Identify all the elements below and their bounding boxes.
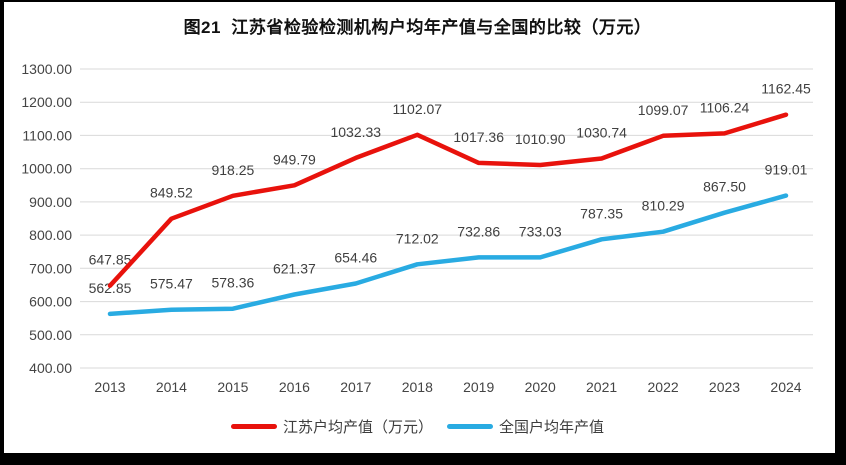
legend-label-jiangsu: 江苏户均产值（万元） — [282, 419, 433, 436]
legend-item-national: 全国户均年产值 — [447, 416, 604, 437]
data-point-label: 949.79 — [273, 151, 316, 167]
x-axis-tick-label: 2015 — [217, 379, 248, 395]
data-point-label: 654.46 — [334, 250, 377, 266]
y-axis-tick-label: 600.00 — [29, 294, 72, 310]
legend-line-jiangsu-swatch — [230, 424, 277, 429]
data-point-label: 1032.33 — [330, 124, 381, 140]
x-axis-tick-label: 2022 — [648, 379, 679, 395]
data-point-label: 787.35 — [580, 205, 623, 221]
y-axis-tick-label: 1100.00 — [22, 127, 72, 143]
x-axis-tick-label: 2014 — [156, 379, 187, 395]
data-point-label: 1102.07 — [393, 101, 443, 117]
y-axis-tick-label: 900.00 — [29, 194, 72, 210]
data-point-label: 1106.24 — [700, 99, 750, 115]
x-axis-tick-label: 2016 — [279, 379, 310, 395]
data-point-label: 867.50 — [703, 179, 746, 195]
series-line — [107, 112, 789, 288]
legend-item-jiangsu: 江苏户均产值（万元） — [230, 416, 433, 437]
data-point-label: 1030.74 — [576, 125, 627, 141]
x-axis-tick-label: 2024 — [770, 379, 801, 395]
x-axis-tick-label: 2021 — [586, 379, 617, 395]
data-point-label: 1162.45 — [761, 81, 811, 97]
data-point-label: 621.37 — [273, 261, 316, 277]
x-axis-tick-label: 2017 — [340, 379, 371, 395]
data-point-label: 575.47 — [150, 276, 193, 292]
data-point-label: 1010.90 — [515, 131, 566, 147]
y-axis-tick-label: 1200.00 — [21, 94, 72, 110]
data-point-label: 732.86 — [457, 223, 500, 239]
x-axis-tick-label: 2019 — [463, 379, 494, 395]
y-axis-tick-label: 1300.00 — [21, 61, 72, 77]
x-axis-tick-label: 2020 — [525, 379, 556, 395]
data-point-label: 1017.36 — [453, 129, 504, 145]
y-axis-tick-label: 500.00 — [29, 327, 72, 343]
data-point-label: 647.85 — [89, 252, 132, 268]
legend-label-national: 全国户均年产值 — [499, 419, 605, 436]
y-axis-tick-label: 700.00 — [29, 260, 72, 276]
frame-right-edge — [835, 0, 846, 465]
y-axis-tick-label: 800.00 — [29, 227, 72, 243]
data-point-label: 578.36 — [211, 275, 254, 291]
x-axis-tick-label: 2013 — [94, 379, 125, 395]
frame-bottom-edge — [0, 453, 846, 465]
chart-legend: 江苏户均产值（万元） 全国户均年产值 — [0, 416, 835, 437]
chart-title: 图21 江苏省检验检测机构户均年产值与全国的比较（万元） — [183, 18, 652, 37]
frame-top-edge — [0, 0, 846, 2]
frame-left-edge — [0, 0, 4, 465]
x-axis-tick-label: 2018 — [402, 379, 433, 395]
series-line — [107, 193, 789, 317]
data-point-label: 849.52 — [150, 185, 193, 201]
data-point-label: 918.25 — [211, 162, 254, 178]
y-axis-tick-label: 400.00 — [29, 360, 72, 376]
data-point-label: 810.29 — [642, 198, 685, 214]
data-point-label: 712.02 — [396, 230, 439, 246]
legend-line-national-swatch — [447, 424, 493, 429]
data-point-label: 919.01 — [765, 162, 808, 178]
y-axis-tick-label: 1000.00 — [21, 161, 72, 177]
data-point-label: 1099.07 — [638, 102, 689, 118]
data-point-label: 733.03 — [519, 223, 562, 239]
x-axis-tick-label: 2023 — [709, 379, 740, 395]
